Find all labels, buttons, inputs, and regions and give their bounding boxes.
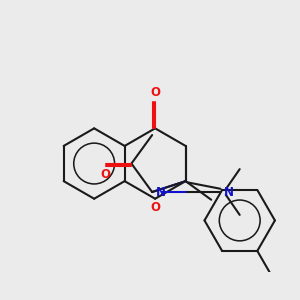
Text: N: N (224, 185, 234, 199)
Text: O: O (150, 201, 160, 214)
Text: O: O (150, 86, 160, 99)
Text: N: N (156, 185, 166, 199)
Text: O: O (100, 168, 110, 181)
